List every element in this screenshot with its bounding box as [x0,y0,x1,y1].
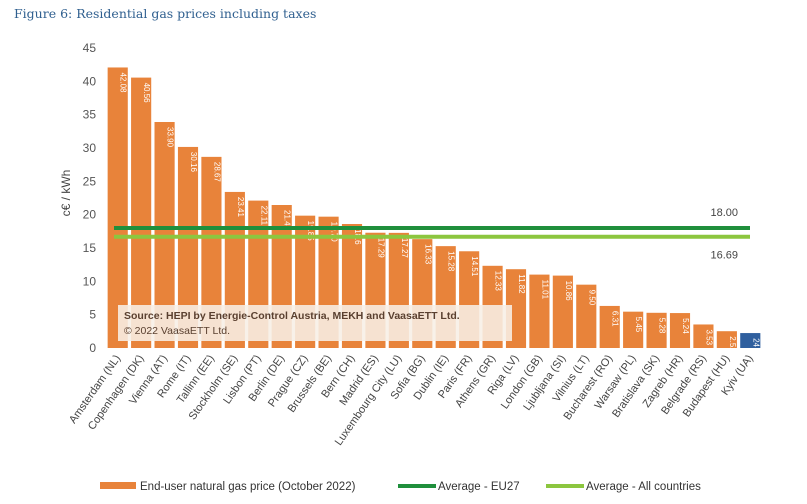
bar [740,333,761,348]
bar-data-label: 5.28 [658,318,667,334]
y-tick-label: 20 [83,208,97,222]
y-axis: 0 5 10 15 20 25 30 35 40 45 c€ / kWh [59,41,96,355]
source-line-2: © 2022 VaasaETT Ltd. [124,325,230,337]
bar-data-label: 23.41 [236,197,245,218]
source-box-background [118,305,512,341]
source-line-1: Source: HEPI by Energie-Control Austria,… [124,310,460,322]
average-lines: 18.00 16.69 [114,207,750,262]
bar-data-labels: 42.08 40.56 33.90 30.16 28.67 23.41 22.11 21.45… [119,72,761,352]
source-box: Source: HEPI by Energie-Control Austria,… [118,305,512,341]
bar [646,312,667,348]
legend-swatch-eu27 [398,484,436,488]
legend-label-eu27: Average - EU27 [438,481,520,493]
bar [623,311,644,348]
y-tick-label: 15 [83,241,97,255]
bar [107,67,128,348]
y-tick-label: 30 [83,141,97,155]
bar-data-label: 42.08 [119,72,128,93]
bar [599,305,620,348]
bar-data-label: 3.53 [704,329,713,345]
bar-data-label: 16.33 [423,244,432,265]
bar [177,146,199,348]
average-value-label: 18.00 [710,207,738,219]
x-axis-labels: Amsterdam (NL)Copenhagen (DK)Vienna (AT)… [67,353,756,448]
figure-title: Figure 6: Residential gas prices includi… [14,6,317,21]
bar-data-label: 12.33 [494,271,503,292]
bar-data-label: 15.28 [447,251,456,272]
bar [716,331,737,348]
y-tick-label: 35 [83,108,97,122]
bar-data-label: 21.45 [283,210,292,231]
bar [201,156,222,348]
bar [529,274,550,348]
bar-data-label: 10.86 [564,281,573,302]
legend-label-bars: End-user natural gas price (October 2022… [140,481,356,493]
bar-data-label: 17.27 [400,238,409,259]
bar [576,284,597,348]
y-tick-label: 25 [83,174,97,188]
bar-data-label: 22.11 [259,206,268,226]
legend-swatch-all [546,484,584,488]
bar-data-label: 19.70 [330,222,339,243]
average-value-label: 16.69 [710,250,738,262]
y-tick-label: 45 [83,41,97,55]
bar-data-label: 2.52 [728,336,737,352]
bar-data-label: 17.29 [376,238,385,259]
bar [669,313,691,348]
bar [693,324,714,348]
bar-data-label: 30.16 [189,152,198,173]
bar-data-label: 5.45 [634,317,643,333]
bar-data-label: 11.01 [540,280,549,300]
bar-data-label: 6.31 [611,311,620,327]
y-tick-label: 40 [83,74,97,88]
legend-swatch-bars [100,482,136,489]
y-tick-label: 5 [89,308,96,322]
bar-data-label: 28.67 [212,162,221,183]
bar-data-label: 5.24 [681,318,690,334]
bar-data-label: 9.50 [587,290,596,306]
bar [131,77,152,348]
bar-data-label: 19.85 [306,221,315,242]
bar [552,275,573,348]
legend: End-user natural gas price (October 2022… [100,481,701,493]
y-tick-label: 10 [83,274,97,288]
bar-data-label: 24 [751,338,760,347]
y-axis-label: c€ / kWh [59,170,73,217]
bar-data-label: 40.56 [142,83,151,104]
bar-data-label: 14.51 [470,256,479,277]
legend-label-all: Average - All countries [586,481,701,493]
bar-data-label: 11.82 [517,274,526,294]
bar-data-label: 33.90 [166,127,175,148]
y-tick-label: 0 [89,341,96,355]
